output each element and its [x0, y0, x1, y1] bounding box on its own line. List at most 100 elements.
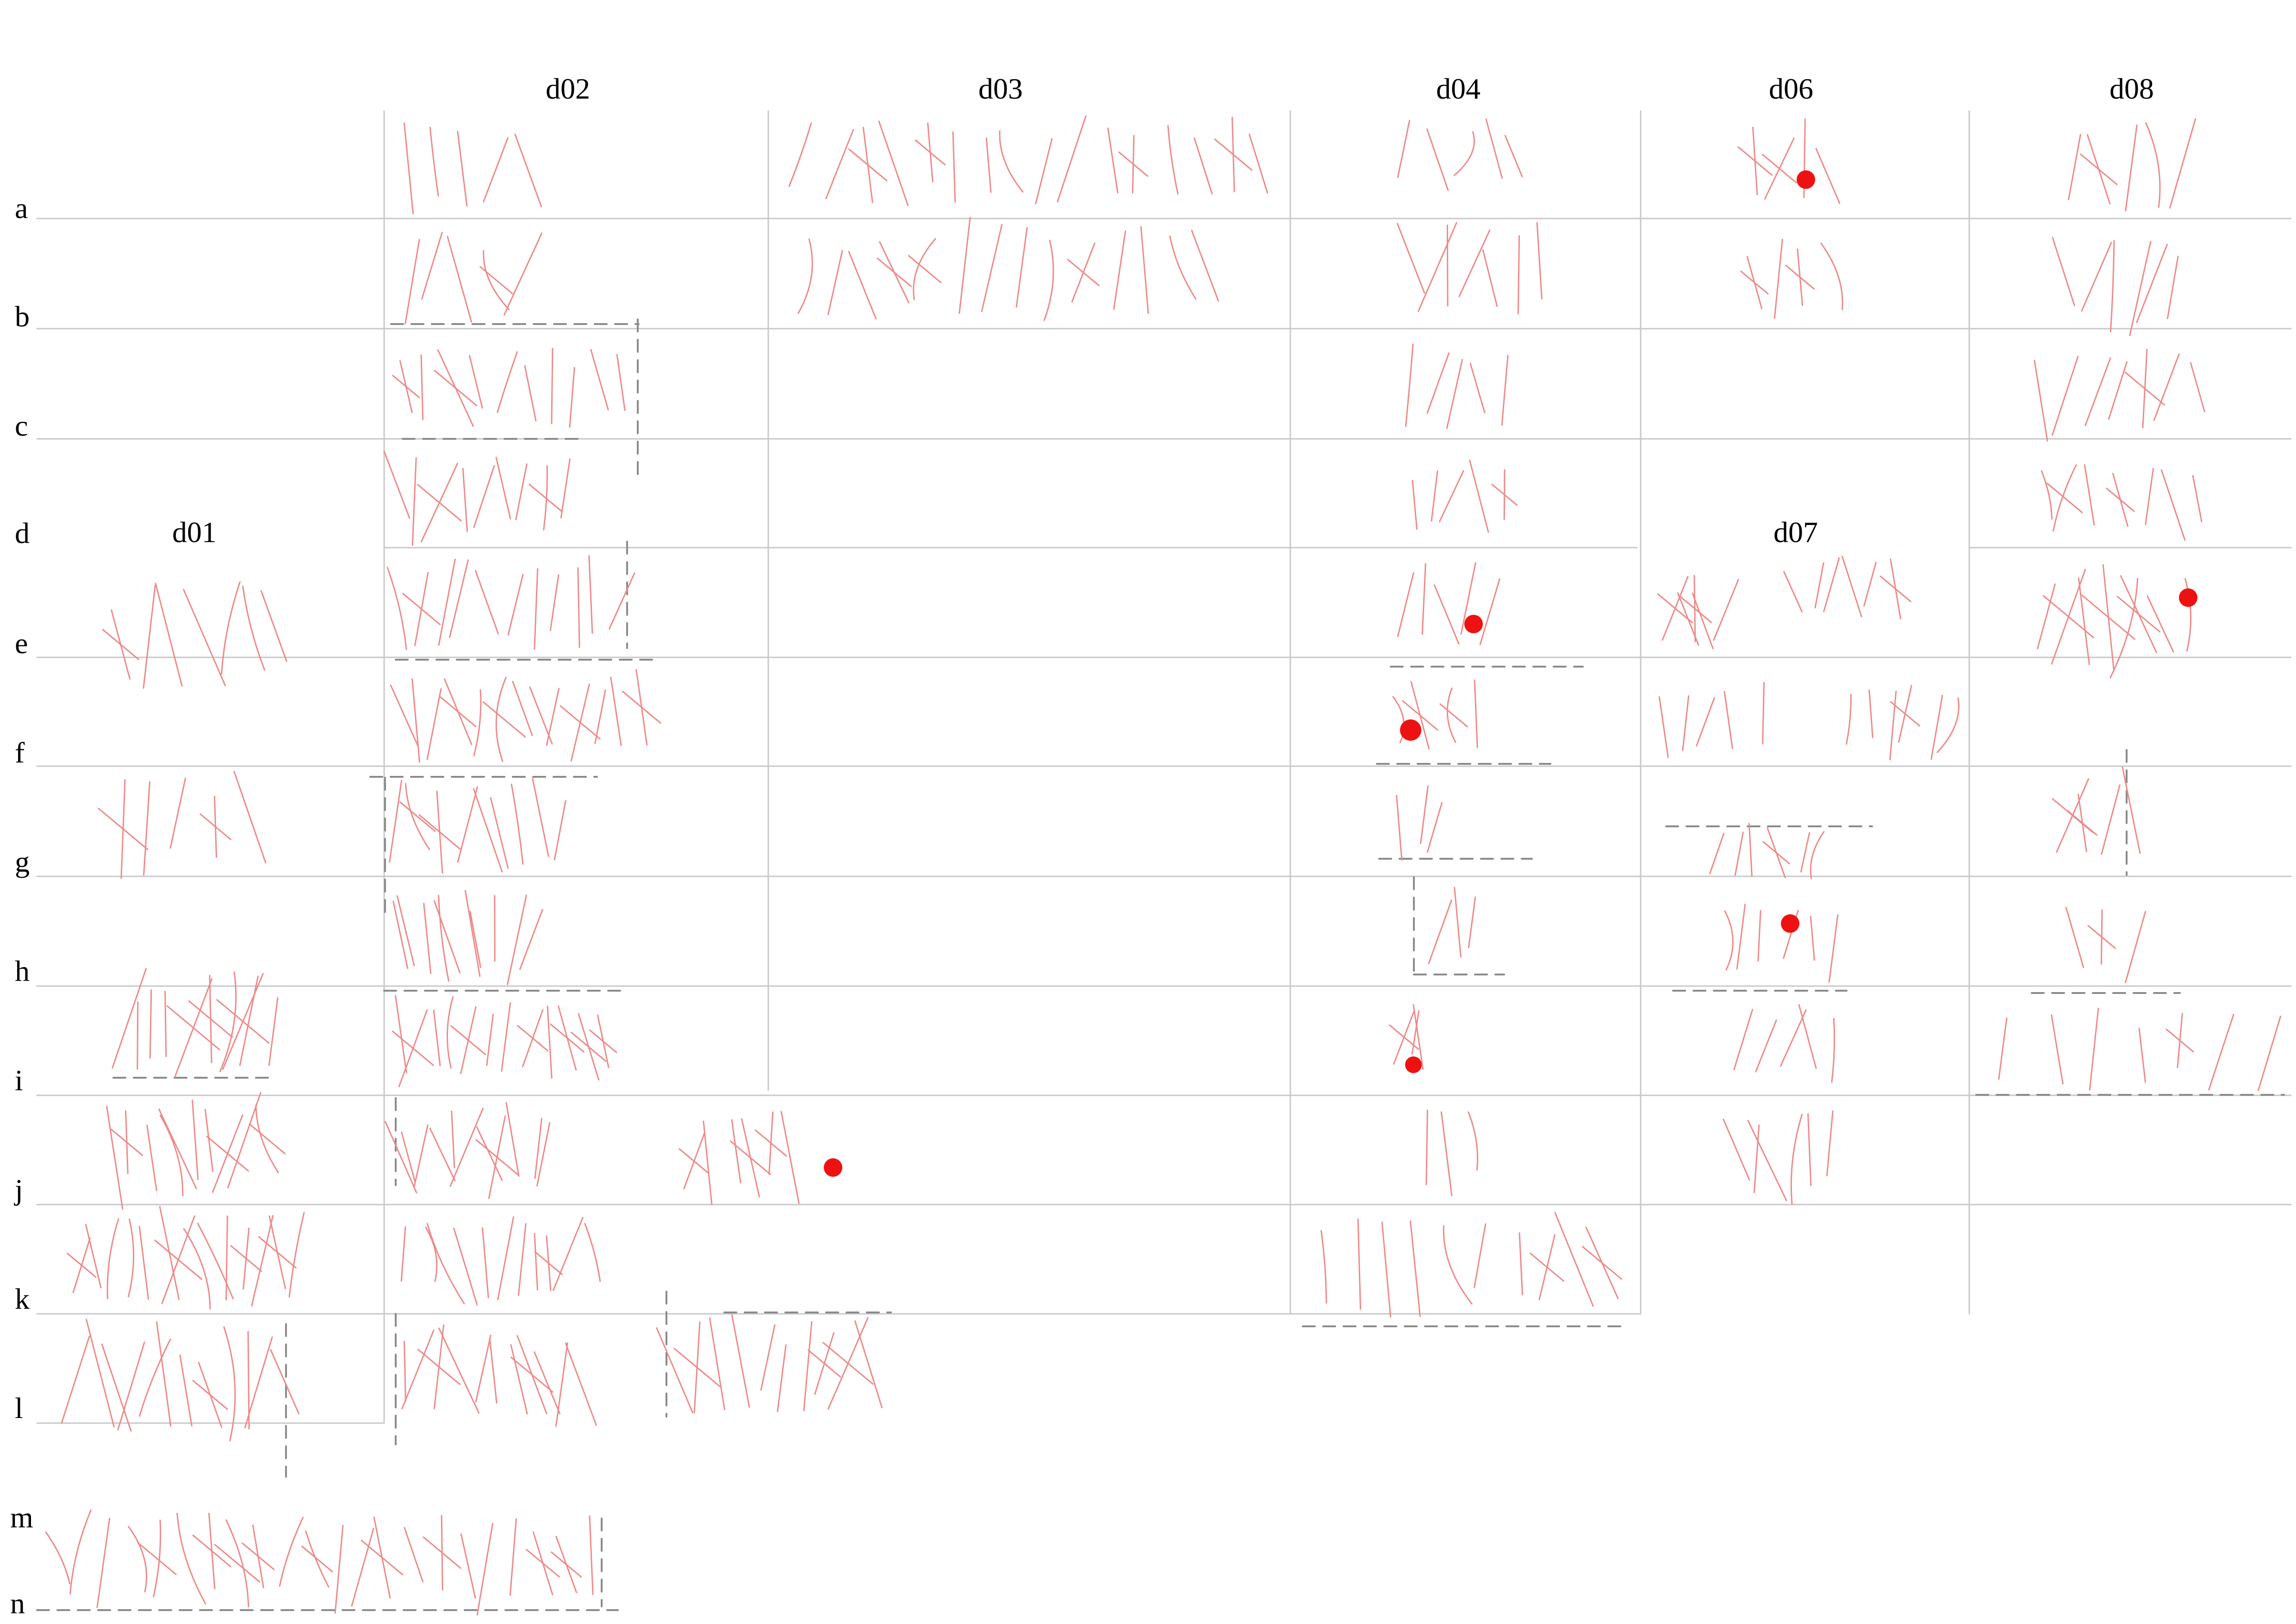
carved-stroke-386 — [289, 1213, 304, 1297]
carved-stroke-181 — [2110, 579, 2138, 678]
carved-stroke-444 — [804, 1322, 812, 1411]
carved-stroke-466 — [335, 1525, 343, 1612]
carved-stroke-98 — [1427, 353, 1449, 413]
carved-stroke-64 — [1170, 236, 1196, 299]
carved-stroke-1 — [404, 123, 413, 213]
carved-stroke-278 — [112, 968, 146, 1068]
carved-stroke-313 — [1734, 1010, 1753, 1070]
carved-stroke-47 — [480, 267, 512, 294]
carved-stroke-469 — [361, 1540, 403, 1574]
row-label-h: h — [15, 956, 30, 986]
carved-strokes — [46, 116, 2280, 1615]
carved-stroke-62 — [1114, 231, 1126, 309]
carved-stroke-452 — [97, 1518, 110, 1607]
carved-stroke-408 — [1555, 1213, 1593, 1306]
carved-stroke-265 — [1429, 900, 1451, 964]
carved-stroke-373 — [128, 1219, 133, 1296]
carved-stroke-194 — [513, 681, 532, 736]
carved-stroke-391 — [483, 1228, 489, 1298]
carved-stroke-465 — [302, 1547, 332, 1572]
carved-stroke-219 — [1931, 695, 1942, 759]
carved-stroke-343 — [452, 1111, 454, 1168]
carved-stroke-233 — [458, 787, 477, 862]
carved-stroke-238 — [554, 801, 566, 860]
carved-stroke-95 — [591, 350, 608, 409]
carved-stroke-22 — [1195, 138, 1212, 194]
carved-stroke-143 — [261, 591, 286, 661]
carved-stroke-370 — [68, 1253, 96, 1277]
carved-stroke-124 — [1470, 460, 1488, 532]
carved-stroke-18 — [1108, 128, 1118, 193]
carved-stroke-141 — [222, 582, 240, 674]
carved-stroke-198 — [560, 706, 600, 739]
carved-stroke-9 — [849, 149, 887, 181]
carved-stroke-306 — [572, 1032, 606, 1061]
carved-stroke-41 — [2146, 123, 2160, 207]
carved-stroke-374 — [139, 1226, 148, 1299]
carved-stroke-133 — [2146, 468, 2153, 525]
carved-stroke-45 — [448, 237, 472, 322]
red-marker-dot-5 — [1781, 914, 1799, 933]
carved-stroke-290 — [269, 998, 278, 1065]
carved-stroke-89 — [435, 370, 477, 406]
carved-stroke-104 — [2085, 358, 2110, 425]
carved-stroke-113 — [418, 485, 461, 521]
carved-stroke-82 — [2130, 242, 2151, 336]
carved-stroke-53 — [877, 258, 911, 287]
carved-stroke-158 — [1434, 585, 1459, 644]
carved-stroke-335 — [207, 1137, 248, 1171]
carved-stroke-37 — [2069, 135, 2081, 200]
carved-stroke-129 — [2047, 483, 2082, 512]
carved-stroke-316 — [1799, 1005, 1816, 1068]
carved-stroke-93 — [552, 349, 553, 424]
carved-stroke-365 — [1748, 1121, 1786, 1201]
carved-stroke-450 — [46, 1532, 69, 1584]
row-label-b: b — [15, 302, 30, 331]
red-marker-dot-7 — [824, 1158, 842, 1177]
carved-stroke-359 — [781, 1112, 799, 1203]
carved-stroke-425 — [402, 1330, 434, 1409]
row-label-f: f — [15, 738, 25, 768]
column-label-d08: d08 — [2109, 74, 2154, 104]
carved-stroke-325 — [2259, 1017, 2281, 1091]
carved-stroke-212 — [1724, 692, 1732, 749]
carved-stroke-36 — [1816, 149, 1840, 203]
carved-stroke-123 — [1439, 471, 1463, 522]
carved-stroke-2 — [430, 127, 438, 196]
carved-stroke-455 — [137, 1543, 176, 1574]
carved-stroke-77 — [1786, 265, 1814, 289]
carved-stroke-411 — [62, 1337, 89, 1423]
carved-stroke-424 — [404, 1341, 406, 1401]
carved-stroke-120 — [561, 459, 570, 518]
carved-stroke-259 — [434, 901, 460, 973]
carved-stroke-401 — [1382, 1222, 1390, 1317]
carved-stroke-440 — [710, 1318, 725, 1410]
carved-stroke-261 — [470, 912, 481, 967]
carved-stroke-324 — [2209, 1014, 2234, 1090]
carved-stroke-441 — [732, 1315, 749, 1407]
carved-stroke-63 — [1141, 227, 1148, 313]
carved-stroke-317 — [1832, 1018, 1835, 1082]
carved-stroke-404 — [1475, 1224, 1486, 1287]
row-label-g: g — [15, 847, 30, 877]
carved-stroke-449 — [855, 1321, 882, 1407]
carved-stroke-16 — [1036, 139, 1052, 204]
carved-stroke-458 — [193, 1535, 230, 1567]
carved-stroke-236 — [511, 784, 523, 864]
carved-stroke-146 — [403, 593, 440, 625]
carved-stroke-257 — [424, 904, 431, 974]
carved-stroke-5 — [515, 134, 541, 206]
carved-stroke-402 — [1410, 1221, 1420, 1317]
row-label-a: a — [15, 194, 28, 223]
carved-stroke-51 — [849, 251, 876, 319]
carved-stroke-72 — [1537, 223, 1542, 299]
carved-stroke-460 — [215, 1545, 259, 1582]
carved-stroke-58 — [1016, 228, 1027, 307]
carved-stroke-413 — [102, 1344, 131, 1431]
carved-stroke-246 — [1763, 842, 1790, 863]
carved-stroke-293 — [392, 1031, 433, 1065]
carved-stroke-7 — [826, 130, 853, 199]
carved-stroke-243 — [1735, 832, 1743, 875]
carved-stroke-71 — [1518, 236, 1519, 313]
